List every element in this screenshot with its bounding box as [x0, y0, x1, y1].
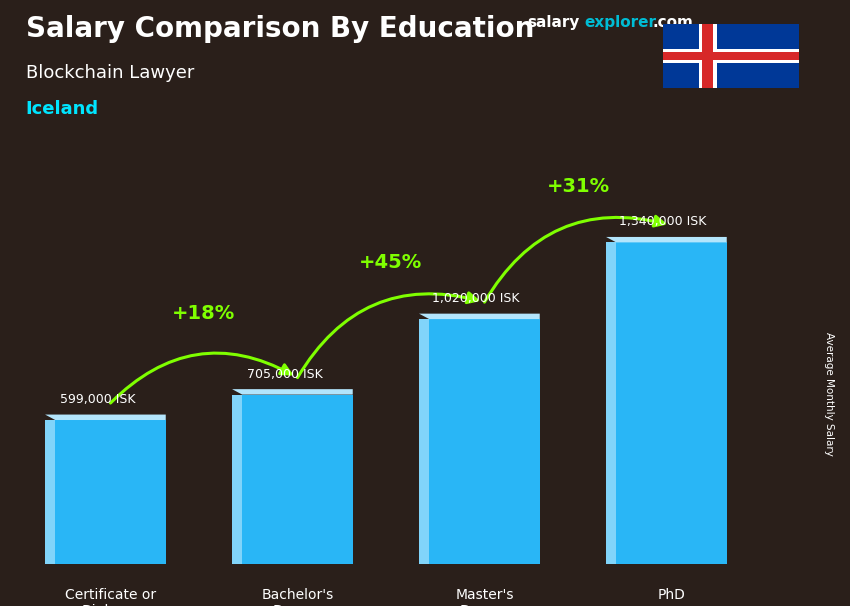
- Text: +45%: +45%: [360, 253, 422, 272]
- Text: .com: .com: [653, 15, 694, 30]
- Text: Blockchain Lawyer: Blockchain Lawyer: [26, 64, 194, 82]
- Text: Master's
Degree: Master's Degree: [456, 588, 513, 606]
- Text: Average Monthly Salary: Average Monthly Salary: [824, 332, 834, 456]
- Text: explorer: explorer: [585, 15, 657, 30]
- Text: Bachelor's
Degree: Bachelor's Degree: [262, 588, 333, 606]
- Text: 705,000 ISK: 705,000 ISK: [246, 368, 323, 381]
- Text: Certificate or
Diploma: Certificate or Diploma: [65, 588, 156, 606]
- Text: +31%: +31%: [547, 177, 609, 196]
- Text: 599,000 ISK: 599,000 ISK: [60, 393, 135, 406]
- Text: Salary Comparison By Education: Salary Comparison By Education: [26, 15, 534, 43]
- Text: +18%: +18%: [173, 304, 235, 322]
- Text: PhD: PhD: [658, 588, 685, 602]
- Text: 1,340,000 ISK: 1,340,000 ISK: [620, 216, 706, 228]
- Text: Iceland: Iceland: [26, 100, 99, 118]
- Text: 1,020,000 ISK: 1,020,000 ISK: [433, 292, 519, 305]
- Text: salary: salary: [527, 15, 580, 30]
